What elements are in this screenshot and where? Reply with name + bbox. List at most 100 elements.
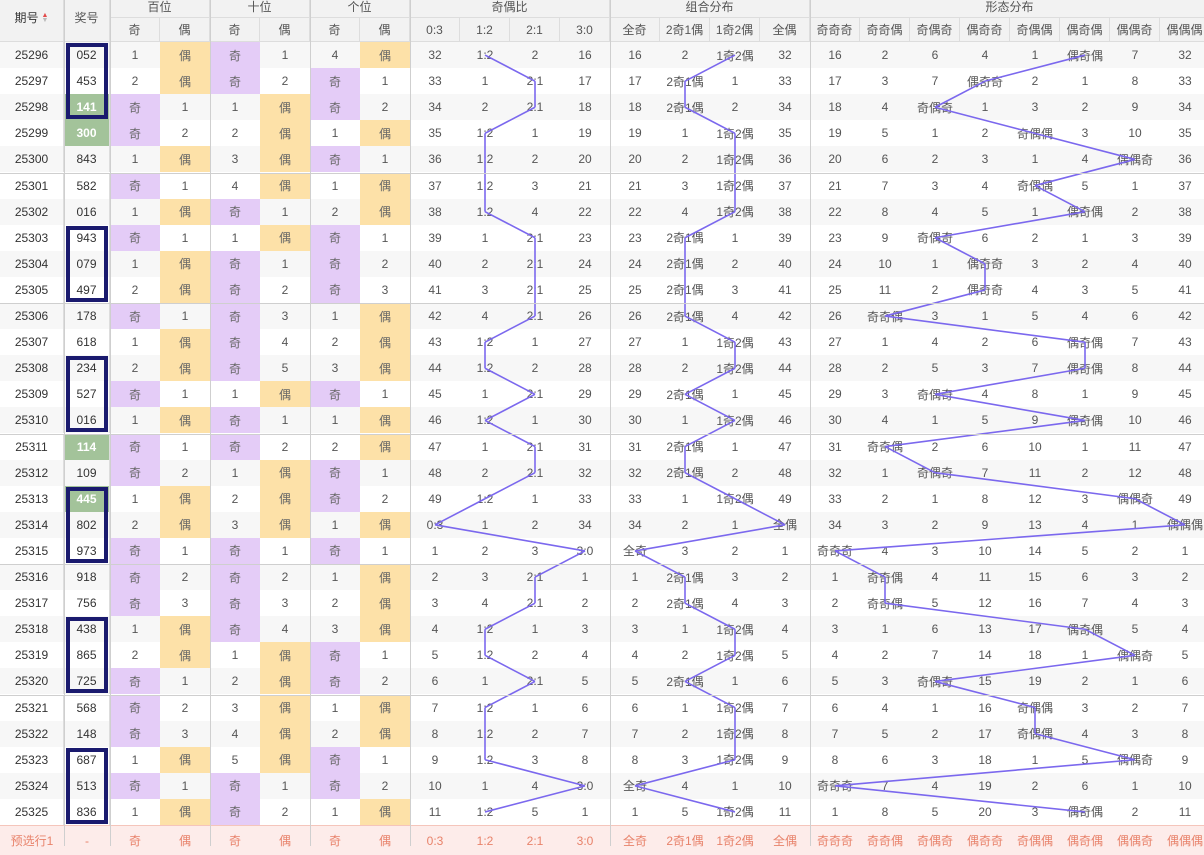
hit-cell: 偶奇偶 (1060, 407, 1110, 434)
prediction-option[interactable]: 偶 (160, 825, 210, 855)
period-cell: 25312 (0, 459, 64, 486)
prediction-option[interactable]: 全偶 (760, 825, 810, 855)
trend-cell: 23 (810, 224, 860, 251)
trend-cell: 2 (1060, 250, 1110, 277)
column-header: 奇偶奇 (910, 18, 960, 42)
sort-up-down-icon[interactable]: ▲ ▼ (41, 11, 49, 24)
prediction-option[interactable]: 全奇 (610, 825, 660, 855)
hit-cell: 2:1 (510, 433, 560, 460)
prediction-option[interactable]: 1:2 (460, 825, 510, 855)
trend-cell: 奇 (210, 433, 260, 460)
trend-cell: 1 (110, 485, 160, 512)
hit-cell: 0:3 (410, 511, 460, 538)
trend-cell: 1 (1010, 42, 1060, 69)
period-cell: 25306 (0, 303, 64, 330)
trend-cell: 奇 (210, 616, 260, 643)
column-header: 奇奇偶 (860, 18, 910, 42)
column-header: 1:2 (460, 18, 510, 42)
trend-cell: 3 (610, 616, 660, 643)
trend-cell: 奇 (110, 668, 160, 695)
trend-cell: 15 (960, 668, 1010, 695)
trend-cell: 10 (860, 250, 910, 277)
prediction-option[interactable]: 偶 (360, 825, 410, 855)
trend-cell: 11 (1110, 433, 1160, 460)
trend-cell: 8 (410, 720, 460, 747)
trend-cell: 3 (560, 616, 610, 643)
period-cell: 25319 (0, 642, 64, 669)
trend-cell: 4 (910, 564, 960, 591)
trend-cell: 偶 (260, 120, 310, 147)
period-cell: 25309 (0, 381, 64, 408)
prediction-option[interactable]: 偶奇奇 (960, 825, 1010, 855)
hit-cell: 奇偶奇 (910, 94, 960, 121)
trend-cell: 3 (1010, 250, 1060, 277)
prediction-option[interactable]: 偶偶奇 (1110, 825, 1160, 855)
trend-cell: 偶 (160, 407, 210, 434)
group-divider (0, 694, 1204, 696)
prediction-option[interactable]: 2奇1偶 (660, 825, 710, 855)
hit-cell: 2奇1偶 (660, 303, 710, 330)
hit-cell: 2:1 (510, 381, 560, 408)
trend-cell: 22 (560, 198, 610, 225)
trend-cell: 8 (610, 746, 660, 773)
trend-cell: 2 (960, 329, 1010, 356)
trend-cell: 1 (210, 94, 260, 121)
hit-cell: 偶奇偶 (1060, 798, 1110, 825)
group-header: 十位 (210, 0, 310, 18)
trend-cell: 3 (810, 616, 860, 643)
trend-cell: 偶 (260, 381, 310, 408)
trend-cell: 2 (210, 485, 260, 512)
prediction-option[interactable]: 奇 (310, 825, 360, 855)
prediction-option[interactable]: 奇 (210, 825, 260, 855)
trend-cell: 1 (260, 250, 310, 277)
trend-cell: 1 (710, 381, 760, 408)
period-cell: 25305 (0, 276, 64, 303)
trend-cell: 偶 (360, 720, 410, 747)
prediction-option[interactable]: 奇 (110, 825, 160, 855)
prediction-option[interactable]: 1奇2偶 (710, 825, 760, 855)
prediction-option[interactable]: 0:3 (410, 825, 460, 855)
trend-cell: 4 (810, 642, 860, 669)
trend-cell: 1 (360, 68, 410, 95)
trend-cell: 11 (760, 798, 810, 825)
trend-cell: 2 (410, 564, 460, 591)
column-header: 偶奇偶 (1060, 18, 1110, 42)
trend-cell: 2 (510, 146, 560, 173)
trend-cell: 2 (660, 146, 710, 173)
column-header: 偶 (360, 18, 410, 42)
trend-cell: 25 (610, 276, 660, 303)
trend-cell: 1 (360, 642, 410, 669)
prediction-option[interactable]: 偶偶偶 (1160, 825, 1204, 855)
trend-cell: 40 (410, 250, 460, 277)
prediction-option[interactable]: 奇奇偶 (860, 825, 910, 855)
trend-cell: 2 (1060, 94, 1110, 121)
prediction-option[interactable]: 2:1 (510, 825, 560, 855)
trend-cell: 6 (1060, 564, 1110, 591)
trend-cell: 奇 (110, 772, 160, 799)
prediction-option[interactable]: 偶 (260, 825, 310, 855)
prediction-option[interactable]: 奇偶奇 (910, 825, 960, 855)
trend-cell: 2 (360, 772, 410, 799)
repeat-group-box (66, 617, 108, 694)
trend-cell: 7 (860, 172, 910, 199)
trend-cell: 1 (1060, 381, 1110, 408)
hit-cell: 偶偶奇 (1110, 485, 1160, 512)
trend-cell: 偶 (160, 642, 210, 669)
prediction-option[interactable]: 奇偶偶 (1010, 825, 1060, 855)
trend-cell: 奇 (210, 329, 260, 356)
trend-cell: 4 (1010, 276, 1060, 303)
prediction-option[interactable]: 3:0 (560, 825, 610, 855)
award-number-cell: 865 (64, 642, 110, 669)
trend-cell: 偶 (360, 616, 410, 643)
trend-cell: 奇 (210, 590, 260, 617)
hit-cell: 奇偶偶 (1010, 172, 1060, 199)
hit-cell: 1:2 (460, 720, 510, 747)
trend-cell: 28 (560, 355, 610, 382)
prediction-option[interactable]: 偶奇偶 (1060, 825, 1110, 855)
trend-cell: 3 (910, 303, 960, 330)
trend-cell: 18 (1010, 642, 1060, 669)
award-number-cell: 109 (64, 459, 110, 486)
prediction-option[interactable]: 奇奇奇 (810, 825, 860, 855)
trend-cell: 4 (460, 303, 510, 330)
trend-cell: 8 (1110, 68, 1160, 95)
